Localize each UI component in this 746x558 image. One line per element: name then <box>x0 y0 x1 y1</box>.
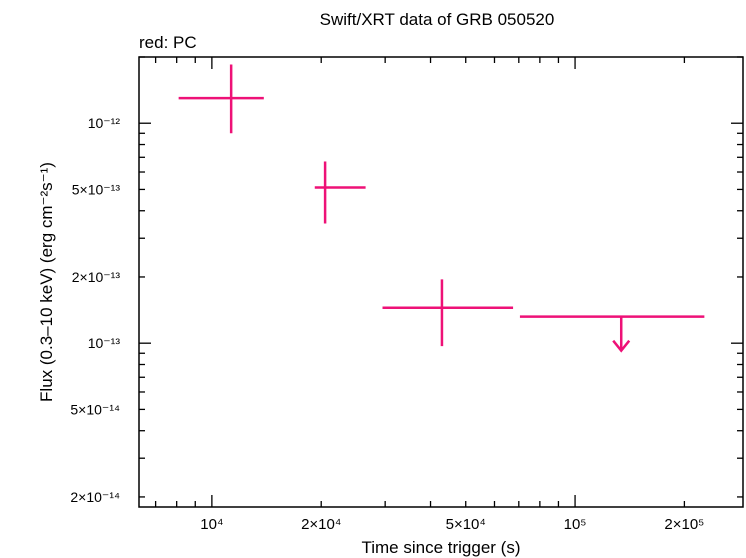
y-tick-label: 2×10⁻¹⁴ <box>70 489 120 505</box>
x-axis-label: Time since trigger (s) <box>361 538 520 557</box>
data-point <box>382 279 514 347</box>
y-axis: 2×10⁻¹⁴ 5×10⁻¹⁴ 10⁻¹³ 2×10⁻¹³ 5×10⁻¹³ 10⁻¹² <box>70 56 743 505</box>
y-axis-label: Flux (0.3–10 keV) (erg cm⁻²s⁻¹) <box>37 162 56 402</box>
data-point <box>314 161 366 224</box>
plot-frame <box>138 56 744 508</box>
y-tick-label: 2×10⁻¹³ <box>72 269 121 285</box>
y-tick-label: 10⁻¹³ <box>88 335 121 351</box>
upper-limit-point <box>519 315 705 353</box>
chart-title: Swift/XRT data of GRB 050520 <box>320 10 555 29</box>
x-tick-label: 2×10⁵ <box>664 516 704 533</box>
x-tick-label: 5×10⁴ <box>446 516 486 533</box>
x-tick-label: 2×10⁴ <box>301 516 341 533</box>
x-tick-label: 10⁵ <box>564 516 587 533</box>
data-point <box>178 64 264 134</box>
x-axis: 10⁴ 2×10⁴ 5×10⁴ 10⁵ 2×10⁵ <box>154 57 704 533</box>
x-tick-label: 10⁴ <box>200 516 223 533</box>
data-series <box>178 64 705 353</box>
y-tick-label: 5×10⁻¹⁴ <box>70 401 120 417</box>
upper-limit-arrow-head <box>612 339 631 353</box>
y-tick-label: 10⁻¹² <box>88 115 121 131</box>
y-tick-label: 5×10⁻¹³ <box>72 181 121 197</box>
chart-subtitle: red: PC <box>139 33 197 52</box>
